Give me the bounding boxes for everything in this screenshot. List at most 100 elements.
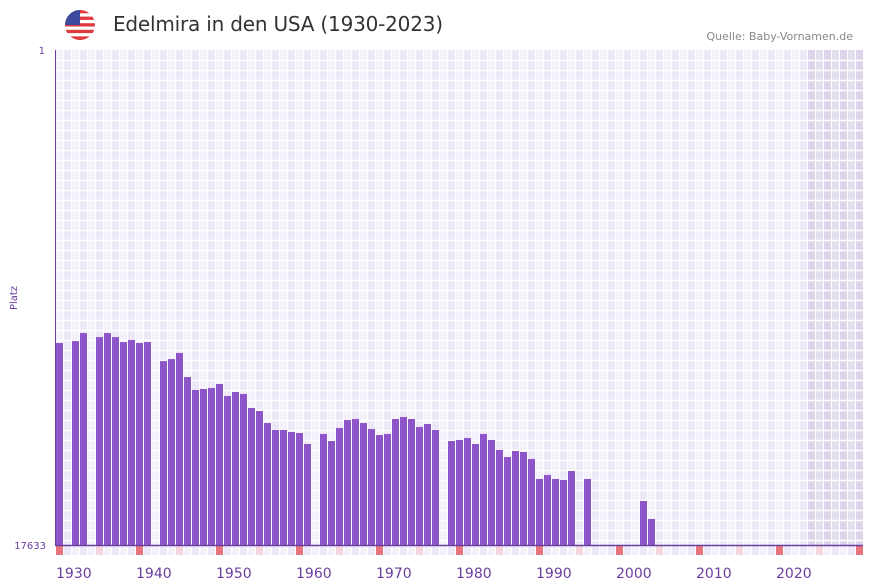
year-marker (432, 546, 439, 555)
year-marker (304, 546, 311, 555)
year-marker (104, 546, 111, 555)
grid-column (623, 50, 631, 545)
x-tick-labels: 1930 1940 1950 1960 1970 1980 1990 2000 2010 2020 (56, 566, 812, 582)
year-marker (112, 546, 119, 555)
grid-column (663, 50, 671, 545)
grid-column (167, 50, 175, 545)
bar-1976 (424, 424, 431, 545)
year-marker (368, 546, 375, 555)
bar-1945 (176, 352, 183, 545)
grid-column (431, 50, 439, 545)
bar-1983 (480, 434, 487, 545)
y-tick-label-top: 1 (39, 46, 45, 57)
year-marker (208, 546, 215, 555)
bar-2004 (648, 519, 655, 545)
grid-column (63, 50, 71, 545)
grid-column (639, 50, 647, 545)
year-marker (248, 546, 255, 555)
grid (55, 50, 864, 545)
bar-1965 (336, 428, 343, 545)
year-marker (336, 546, 343, 555)
year-marker (816, 546, 823, 555)
grid-column (847, 50, 855, 545)
source-label: Quelle: Baby-Vornamen.de (706, 30, 853, 43)
bar-1980 (456, 439, 463, 545)
bar-1981 (464, 438, 471, 545)
grid-column (391, 50, 399, 545)
grid-column (839, 50, 847, 545)
bar-1979 (448, 441, 455, 545)
year-marker (720, 546, 727, 555)
bar-1930 (56, 342, 63, 545)
grid-column (775, 50, 783, 545)
grid-column (463, 50, 471, 545)
bar-1991 (544, 475, 551, 545)
grid-column (791, 50, 799, 545)
grid-column (575, 50, 583, 545)
bar-1987 (512, 451, 519, 545)
year-marker (144, 546, 151, 555)
grid-column (831, 50, 839, 545)
grid-column (127, 50, 135, 545)
grid-column (719, 50, 727, 545)
grid-column (823, 50, 831, 545)
bar-1977 (432, 430, 439, 545)
bar-1937 (112, 337, 119, 545)
year-marker (128, 546, 135, 555)
grid-column (87, 50, 95, 545)
bar-1960 (296, 433, 303, 545)
bar-1973 (400, 417, 407, 545)
grid-column (655, 50, 663, 545)
grid-column (855, 50, 863, 545)
grid-column (279, 50, 287, 545)
year-marker (360, 546, 367, 555)
year-marker (416, 546, 423, 555)
year-marker (832, 546, 839, 555)
decade-marker (296, 546, 303, 555)
grid-column (615, 50, 623, 545)
grid-column (503, 50, 511, 545)
grid-column (815, 50, 823, 545)
year-marker (752, 546, 759, 555)
year-marker (736, 546, 743, 555)
bar-1933 (80, 333, 87, 545)
y-axis-label: Platz (9, 286, 20, 310)
bar-1946 (184, 377, 191, 545)
grid-column (223, 50, 231, 545)
grid-column (535, 50, 543, 545)
grid-column (287, 50, 295, 545)
year-marker (848, 546, 855, 555)
bar-1992 (552, 479, 559, 545)
decade-marker (536, 546, 543, 555)
x-tick-label: 1990 (536, 566, 572, 582)
year-marker (264, 546, 271, 555)
grid-column (607, 50, 615, 545)
year-marker (584, 546, 591, 555)
decade-marker (376, 546, 383, 555)
grid-column (175, 50, 183, 545)
grid-column (527, 50, 535, 545)
x-tick-label: 2000 (616, 566, 652, 582)
grid-column (759, 50, 767, 545)
grid-column (703, 50, 711, 545)
bar-1967 (352, 419, 359, 545)
year-marker (672, 546, 679, 555)
grid-column (263, 50, 271, 545)
bar-1935 (96, 337, 103, 545)
year-marker (656, 546, 663, 555)
x-tick-label: 1970 (376, 566, 412, 582)
year-marker (96, 546, 103, 555)
grid-column (311, 50, 319, 545)
bar-1970 (376, 435, 383, 545)
year-marker (712, 546, 719, 555)
year-marker (240, 546, 247, 555)
grid-column (55, 50, 63, 545)
y-tick-label-bottom: 17633 (14, 541, 46, 552)
year-marker (592, 546, 599, 555)
x-tick-label: 1960 (296, 566, 332, 582)
year-marker (768, 546, 775, 555)
year-marker (352, 546, 359, 555)
bar-1961 (304, 444, 311, 545)
bar-1952 (232, 392, 239, 545)
year-marker (424, 546, 431, 555)
